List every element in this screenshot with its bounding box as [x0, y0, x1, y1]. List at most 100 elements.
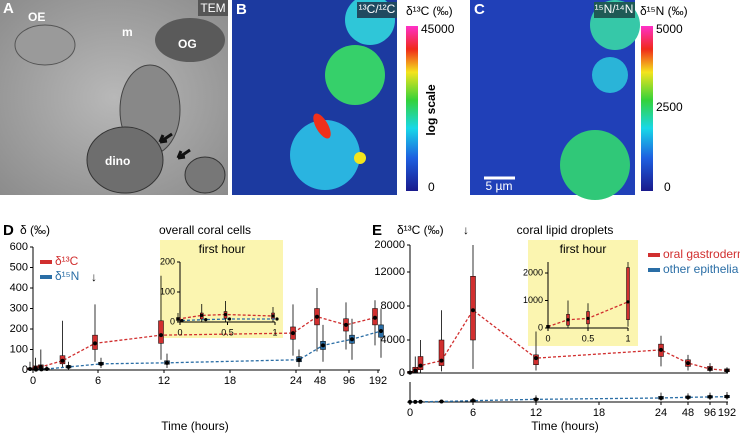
median: [408, 370, 412, 375]
y-tick-label: 200: [160, 256, 175, 266]
scale-bar-label: 5 µm: [486, 179, 513, 193]
image-tag: ¹⁵N/¹⁴N: [595, 2, 634, 16]
panel-b: B ¹³C/¹²C δ¹³C (‰) 45000 0 log scale: [232, 0, 455, 195]
median: [379, 329, 383, 334]
median: [725, 368, 729, 373]
median: [686, 395, 690, 400]
median: [315, 314, 319, 319]
x-tick-label: 0: [30, 375, 36, 387]
median: [408, 399, 412, 404]
median: [439, 399, 444, 404]
median-line: [547, 301, 629, 328]
colorbar: [641, 26, 653, 191]
median: [200, 313, 204, 317]
x-tick-label: 1: [625, 333, 630, 343]
inset-title: first hour: [199, 242, 246, 256]
median: [99, 361, 103, 366]
median: [373, 315, 377, 320]
y-tick-label: 0: [22, 364, 28, 376]
y-tick-label: 8000: [381, 300, 405, 312]
median: [271, 314, 275, 318]
median-line: [181, 318, 277, 322]
median: [566, 318, 570, 322]
legend-label: other epithelia: [663, 262, 739, 276]
median: [165, 360, 169, 365]
median: [534, 397, 538, 402]
y-tick-label: 100: [10, 343, 28, 355]
median: [44, 366, 49, 371]
box: [417, 356, 424, 370]
x-tick-label: 24: [290, 375, 302, 387]
y-tick-label: 400: [10, 282, 28, 294]
y-axis-label: δ¹³C (‰): [397, 223, 444, 237]
x-tick-label: 48: [682, 407, 694, 419]
median: [534, 356, 538, 361]
colorbar: [406, 26, 418, 191]
colorbar-tick: 0: [664, 180, 671, 194]
median: [471, 308, 475, 313]
x-tick-label: 48: [314, 375, 326, 387]
x-tick-label: 0.5: [582, 333, 595, 343]
x-tick-label: 6: [95, 375, 101, 387]
y-tick-label: 0: [399, 367, 405, 379]
cell: [184, 156, 226, 194]
median: [39, 367, 44, 372]
x-tick-label: 192: [369, 375, 387, 387]
image-label: OG: [178, 37, 197, 51]
y-tick-label: 0: [538, 322, 543, 332]
arrow: [176, 148, 191, 160]
droplet: [313, 113, 331, 139]
x-tick-label: 0.5: [221, 327, 234, 337]
median: [204, 318, 208, 322]
median: [159, 333, 163, 338]
median: [180, 318, 184, 323]
panel-letter: B: [236, 1, 247, 18]
panel-letter: A: [3, 0, 14, 17]
colorbar-tick: 2500: [656, 100, 683, 114]
x-tick-label: 96: [704, 407, 716, 419]
median: [93, 341, 97, 346]
median: [350, 337, 354, 342]
x-tick-label: 0: [177, 327, 182, 337]
x-tick-label: 12: [158, 375, 170, 387]
tag-bg: [357, 2, 397, 18]
cell: [592, 57, 628, 93]
colorbar-note: log scale: [424, 84, 438, 136]
tag-bg: [594, 2, 635, 18]
panel-letter: D: [3, 222, 14, 239]
x-tick-label: 0: [407, 407, 413, 419]
cell: [14, 24, 76, 66]
chart-title: overall coral cells: [159, 223, 251, 237]
y-tick-label: 500: [10, 261, 28, 273]
median: [626, 300, 630, 304]
cell: [290, 120, 360, 190]
x-tick-label: 6: [470, 407, 476, 419]
box: [470, 276, 476, 341]
x-tick-label: 96: [343, 375, 355, 387]
colorbar-tick: 5000: [656, 22, 683, 36]
legend-label: δ¹³C: [55, 254, 79, 268]
cell: [325, 45, 385, 105]
cell: [86, 126, 164, 194]
median: [321, 343, 325, 348]
median: [297, 357, 301, 362]
median: [291, 331, 295, 336]
median: [546, 325, 550, 329]
x-tick-label: 24: [655, 407, 667, 419]
median: [275, 317, 279, 321]
panel-c: C ¹⁵N/¹⁴N 5 µm δ¹⁵N (‰) 5000 2500 0: [470, 0, 688, 200]
median: [418, 363, 423, 368]
x-tick-label: 1: [272, 327, 277, 337]
image-label: m: [122, 25, 133, 39]
x-tick-label: 18: [593, 407, 605, 419]
y-tick-label: 0: [170, 316, 175, 326]
median: [413, 368, 418, 373]
y-tick-label: 600: [10, 241, 28, 253]
colorbar-tick: 0: [428, 180, 435, 194]
y-tick-label: 1000: [523, 295, 543, 305]
median: [708, 366, 712, 371]
median: [708, 394, 712, 399]
legend-label: oral gastroderm: [663, 247, 740, 261]
median-line: [35, 330, 382, 371]
median: [439, 358, 444, 363]
